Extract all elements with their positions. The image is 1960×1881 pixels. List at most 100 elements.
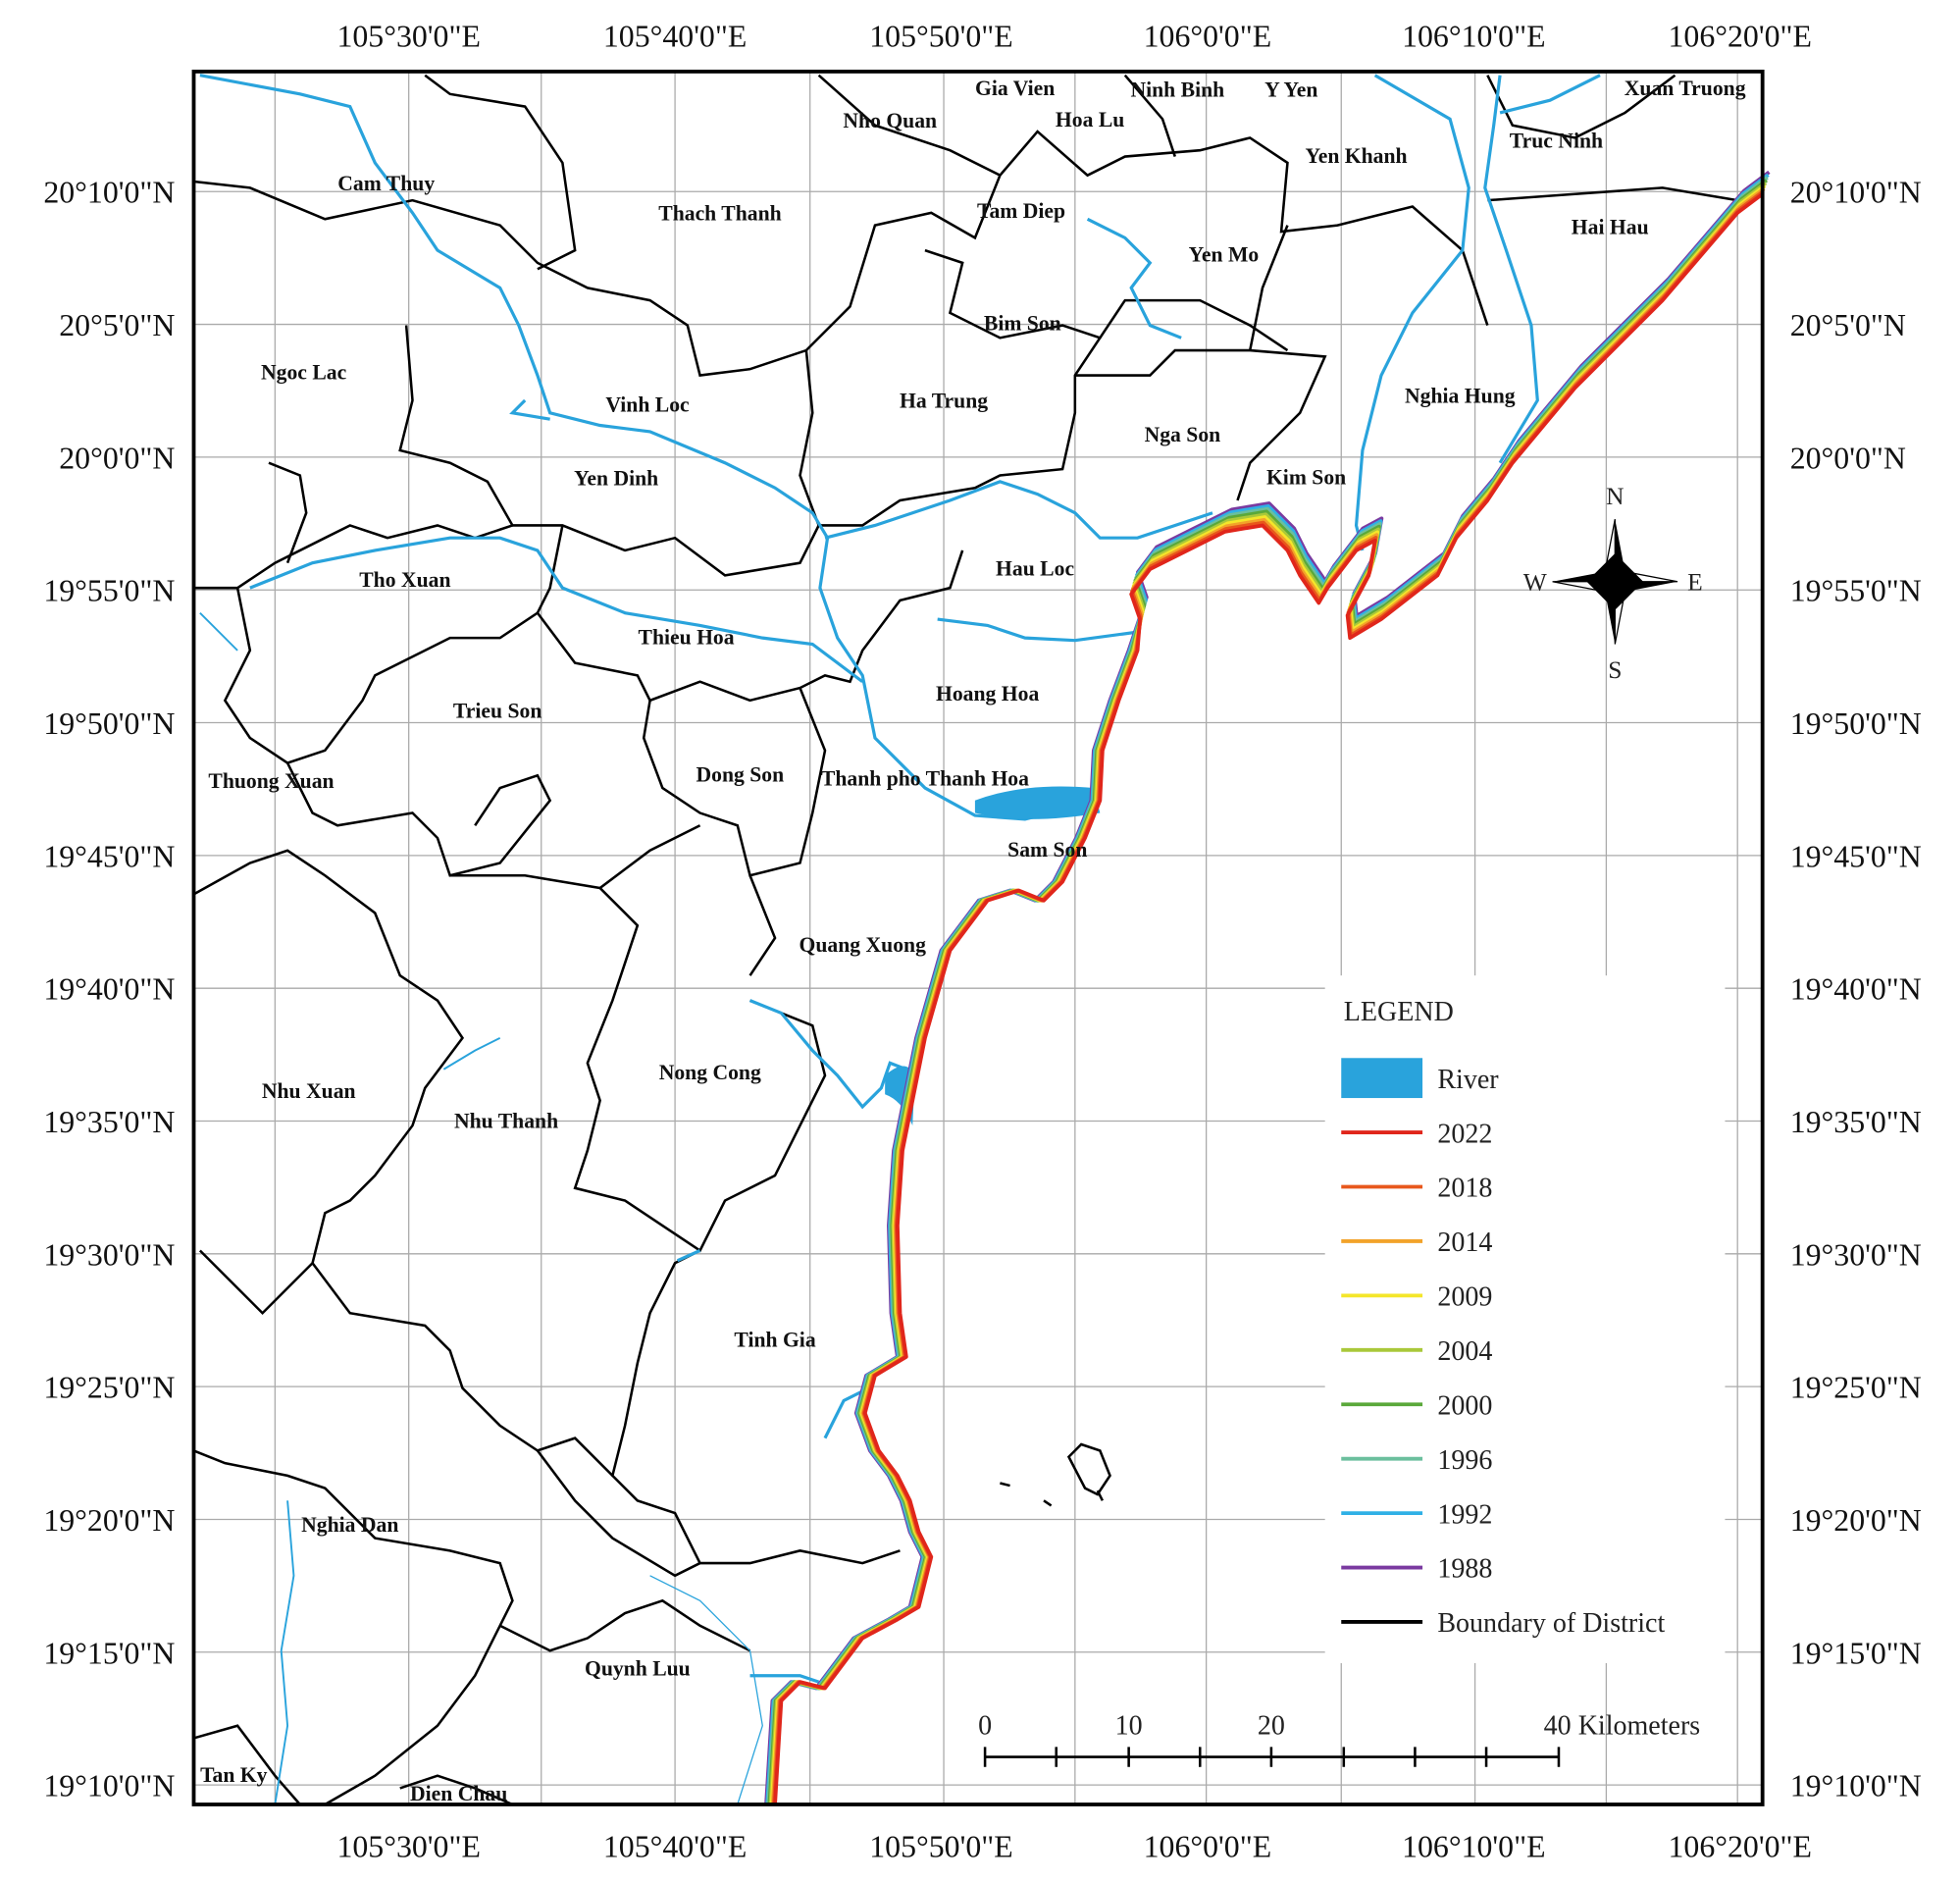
district-label: Ngoc Lac	[261, 360, 347, 384]
left-label: 19°40'0"N	[43, 972, 175, 1007]
right-label: 20°0'0"N	[1790, 441, 1906, 475]
right-label: 19°40'0"N	[1790, 972, 1922, 1007]
scale-label: 40 Kilometers	[1544, 1711, 1701, 1742]
compass-w: W	[1523, 568, 1547, 597]
district-label: Hau Loc	[996, 556, 1074, 580]
district-label: Cam Thuy	[337, 172, 435, 195]
district-label: Quang Xuong	[799, 933, 927, 957]
right-label: 19°30'0"N	[1790, 1237, 1922, 1272]
legend-title: LEGEND	[1344, 997, 1454, 1027]
district-label: Nga Son	[1145, 423, 1221, 446]
district-label: Nhu Xuan	[262, 1079, 356, 1103]
district-label: Yen Dinh	[574, 467, 658, 491]
left-label: 19°30'0"N	[43, 1237, 175, 1272]
left-label: 19°45'0"N	[43, 839, 175, 873]
scale-bar: 0 10 20 40 Kilometers	[978, 1711, 1700, 1767]
left-label: 20°10'0"N	[43, 176, 175, 210]
district-label: Kim Son	[1266, 465, 1346, 489]
legend-label: 2000	[1437, 1390, 1492, 1421]
district-label: Nghia Dan	[301, 1513, 398, 1537]
top-label: 105°30'0"E	[336, 19, 480, 53]
compass-n: N	[1606, 482, 1624, 510]
district-label: Ninh Binh	[1130, 78, 1224, 101]
right-label: 20°10'0"N	[1790, 176, 1922, 210]
district-label: Tinh Gia	[734, 1329, 815, 1352]
district-boundaries	[192, 74, 1738, 1806]
scale-label: 10	[1115, 1711, 1143, 1742]
district-label: Sam Son	[1007, 838, 1087, 862]
left-label: 19°35'0"N	[43, 1105, 175, 1139]
district-label: Gia Vien	[975, 77, 1055, 100]
right-label: 20°5'0"N	[1790, 308, 1906, 342]
district-label: Yen Mo	[1189, 243, 1260, 267]
district-label: Bim Son	[984, 312, 1061, 336]
top-label: 106°20'0"E	[1669, 19, 1812, 53]
district-label: Thanh pho Thanh Hoa	[821, 766, 1029, 790]
bottom-label: 105°50'0"E	[869, 1830, 1012, 1864]
bottom-label: 106°10'0"E	[1402, 1830, 1545, 1864]
district-label: Quynh Luu	[585, 1657, 691, 1681]
legend-label: 2004	[1437, 1336, 1492, 1367]
right-label: 19°15'0"N	[1790, 1636, 1922, 1670]
district-label: Hoang Hoa	[936, 682, 1039, 705]
top-label: 105°40'0"E	[603, 19, 747, 53]
scale-label: 20	[1258, 1711, 1285, 1742]
district-label: Tan Ky	[200, 1763, 268, 1787]
right-label: 19°20'0"N	[1790, 1503, 1922, 1538]
left-label: 19°15'0"N	[43, 1636, 175, 1670]
left-label: 20°5'0"N	[59, 308, 175, 342]
legend-label: 2014	[1437, 1228, 1492, 1258]
left-label: 19°20'0"N	[43, 1503, 175, 1538]
district-label: Dong Son	[696, 763, 785, 787]
district-label: Nhu Thanh	[454, 1110, 558, 1133]
right-label: 19°25'0"N	[1790, 1371, 1922, 1405]
right-label: 19°45'0"N	[1790, 839, 1922, 873]
legend-label: 1996	[1437, 1445, 1492, 1476]
scale-label: 0	[978, 1711, 992, 1742]
top-label: 106°0'0"E	[1144, 19, 1272, 53]
district-label: Ha Trung	[900, 390, 988, 413]
district-label: Thuong Xuan	[208, 769, 334, 793]
shoreline	[773, 192, 1764, 1805]
bottom-label: 105°30'0"E	[336, 1830, 480, 1864]
legend-label: 1988	[1437, 1554, 1492, 1585]
legend-label: 2009	[1437, 1282, 1492, 1313]
shorelines	[764, 170, 1771, 1805]
district-label: Hoa Lu	[1056, 108, 1124, 131]
district-label: Y Yen	[1264, 78, 1317, 101]
left-label: 19°55'0"N	[43, 574, 175, 608]
district-label: Trieu Son	[453, 700, 542, 723]
legend-label: 2022	[1437, 1119, 1492, 1149]
left-label: 20°0'0"N	[59, 441, 175, 475]
top-label: 105°50'0"E	[869, 19, 1012, 53]
coordinate-labels: 105°30'0"E 105°40'0"E 105°50'0"E 106°0'0"E 1…	[43, 19, 1921, 1863]
legend: LEGEND River 2022 2018 2014 2009 2004 2000 1996 1…	[1341, 997, 1665, 1639]
district-label: Hai Hau	[1572, 216, 1649, 239]
district-label: Xuan Truong	[1625, 77, 1746, 100]
compass-s: S	[1608, 655, 1622, 684]
district-label: Nho Quan	[843, 109, 937, 132]
bottom-label: 106°20'0"E	[1669, 1830, 1812, 1864]
top-label: 106°10'0"E	[1402, 19, 1545, 53]
legend-label: River	[1437, 1065, 1499, 1095]
left-label: 19°25'0"N	[43, 1371, 175, 1405]
district-label: Thieu Hoa	[639, 626, 735, 650]
legend-label: 1992	[1437, 1499, 1492, 1530]
legend-swatch	[1341, 1058, 1423, 1099]
left-label: 19°50'0"N	[43, 706, 175, 741]
bottom-label: 105°40'0"E	[603, 1830, 747, 1864]
right-label: 19°50'0"N	[1790, 706, 1922, 741]
district-label: Truc Ninh	[1510, 130, 1603, 153]
district-label: Tam Diep	[977, 199, 1065, 223]
legend-label: 2018	[1437, 1174, 1492, 1204]
map-frame	[191, 69, 1765, 1806]
compass-e: E	[1687, 568, 1703, 597]
district-label: Vinh Loc	[605, 392, 690, 416]
right-label: 19°10'0"N	[1790, 1769, 1922, 1803]
bottom-label: 106°0'0"E	[1144, 1830, 1272, 1864]
district-label: Tho Xuan	[359, 568, 450, 592]
district-label: Nong Cong	[659, 1061, 761, 1084]
district-label: Yen Khanh	[1305, 144, 1407, 168]
